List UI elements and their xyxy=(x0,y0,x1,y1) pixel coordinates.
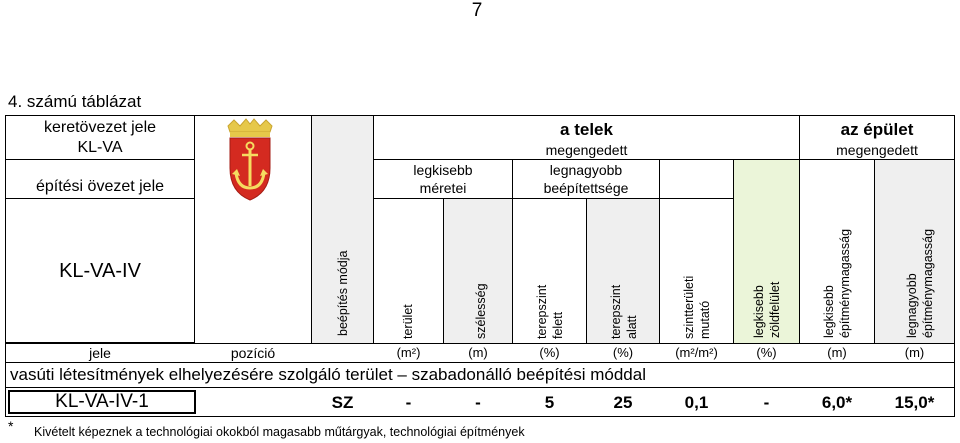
row-area: - xyxy=(405,393,412,412)
max-height-label-1: legnagyobb xyxy=(905,273,919,338)
max-height-label-2: építménymagasság xyxy=(921,228,935,338)
table-title: 4. számú táblázat xyxy=(8,92,142,111)
row-mode: SZ xyxy=(331,393,354,412)
above-ground-header: terepszint felett xyxy=(512,198,587,344)
largest-coverage-line1: legnagyobb xyxy=(549,162,623,178)
zone-code-cell: KL-VA-IV xyxy=(5,198,195,343)
coat-of-arms-icon xyxy=(227,118,273,201)
row-min-height: 6,0* xyxy=(821,393,853,412)
smallest-size-line2: méretei xyxy=(419,180,467,196)
unit-min-height: (m) xyxy=(827,345,847,360)
below-ground-label-1: terepszint xyxy=(609,284,623,339)
smallest-size-line1: legkisebb xyxy=(413,162,473,178)
building-mode-header: beépítés módja xyxy=(311,115,374,344)
frame-plan-code: KL-VA xyxy=(77,139,123,156)
unit-max-height: (m) xyxy=(904,345,925,360)
unit-below: (%) xyxy=(612,345,634,360)
min-height-label-1: legkisebb xyxy=(822,285,836,338)
unit-green: (%) xyxy=(756,345,777,360)
max-height-header: legnagyobb építménymagasság xyxy=(874,159,955,344)
plot-subtitle: megengedett xyxy=(545,142,628,158)
width-label: szélesség xyxy=(474,283,488,339)
building-header: az épület megengedett xyxy=(799,115,955,160)
below-ground-label-2: alatt xyxy=(625,315,639,339)
unit-area: (m²) xyxy=(396,345,421,360)
green-area-header: legkisebb zöldfelület xyxy=(733,159,800,344)
below-ground-header: terepszint alatt xyxy=(586,198,660,344)
frame-plan-label: keretövezet jele xyxy=(43,119,157,136)
above-ground-label-1: terepszint xyxy=(535,284,549,339)
row-below: 25 xyxy=(613,393,633,412)
building-mode-label: beépítés módja xyxy=(336,250,350,336)
row-green: - xyxy=(763,393,770,412)
unit-ratio: (m²/m²) xyxy=(675,345,718,360)
floor-ratio-header: szintterületi mutató xyxy=(659,198,734,344)
row-ratio: 0,1 xyxy=(684,393,709,412)
min-height-label-2: építménymagasság xyxy=(838,228,852,338)
width-header: szélesség xyxy=(443,198,513,344)
zone-label: építési övezet jele xyxy=(35,178,165,195)
floor-ratio-label-1: szintterületi xyxy=(682,275,696,339)
area-label: terület xyxy=(401,304,415,339)
footnote-text: Kivételt képeznek a technológiai okokból… xyxy=(34,425,525,439)
area-header: terület xyxy=(373,198,444,344)
largest-coverage-header: legnagyobb beépítettsége xyxy=(512,159,660,199)
section-title-row: vasúti létesítmények elhelyezésére szolg… xyxy=(5,362,955,388)
row-code: KL-VA-IV-1 xyxy=(55,391,149,412)
footnote-star: * xyxy=(8,418,14,434)
building-subtitle: megengedett xyxy=(836,142,918,158)
largest-coverage-line2: beépítettsége xyxy=(543,180,629,196)
unit-above: (%) xyxy=(539,345,560,360)
floor-ratio-label-2: mutató xyxy=(698,300,712,339)
plot-header: a telek megengedett xyxy=(373,115,800,160)
frame-plan-cell: keretövezet jele KL-VA xyxy=(5,115,195,160)
row-code-box xyxy=(8,390,196,414)
row-above: 5 xyxy=(544,393,555,412)
smallest-size-header: legkisebb méretei xyxy=(373,159,513,199)
section-title: vasúti létesítmények elhelyezésére szolg… xyxy=(10,365,646,384)
unit-position: pozíció xyxy=(230,345,276,361)
row-width: - xyxy=(475,393,481,412)
green-area-label-1: legkisebb xyxy=(752,285,766,338)
plot-title: a telek xyxy=(560,120,613,139)
unit-code: jele xyxy=(89,345,111,361)
building-title: az épület xyxy=(840,120,914,139)
min-height-header: legkisebb építménymagasság xyxy=(799,159,875,344)
green-area-label-2: zöldfelület xyxy=(768,281,782,338)
unit-width: (m) xyxy=(468,345,488,360)
row-max-height: 15,0* xyxy=(894,393,935,412)
zone-code: KL-VA-IV xyxy=(59,260,141,282)
page-number: 7 xyxy=(471,0,483,21)
zone-label-cell: építési övezet jele xyxy=(5,159,195,199)
above-ground-label-2: felett xyxy=(551,311,565,339)
